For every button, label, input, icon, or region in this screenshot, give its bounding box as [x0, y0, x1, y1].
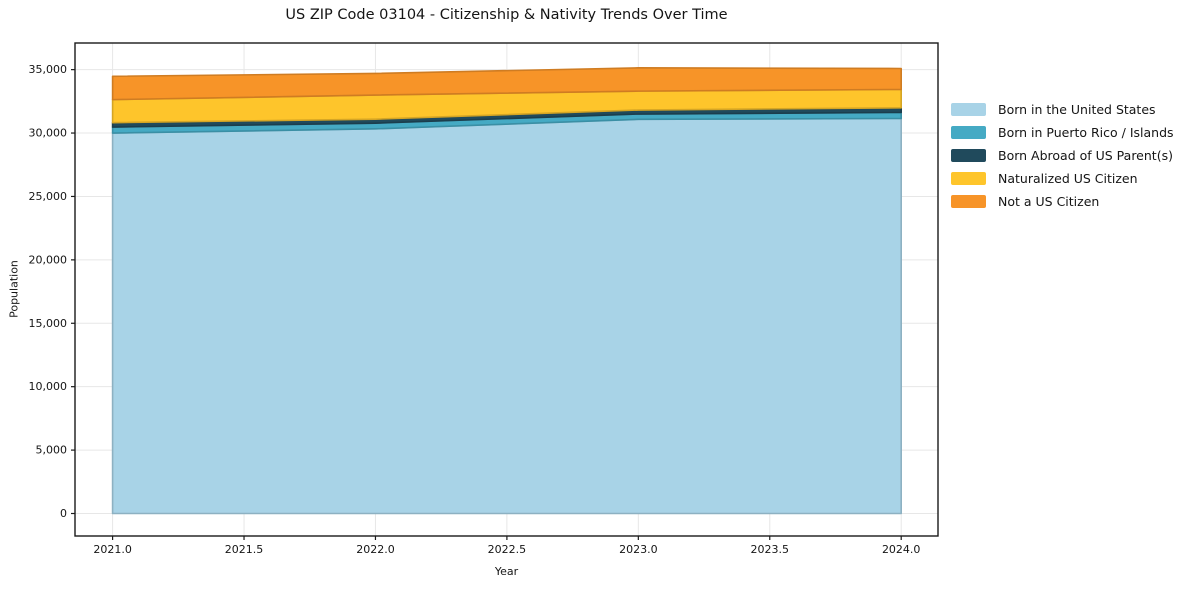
legend-label: Naturalized US Citizen: [998, 171, 1138, 186]
y-tick-label: 25,000: [29, 190, 68, 203]
y-axis-label: Population: [7, 260, 21, 318]
y-tick-label: 20,000: [29, 253, 68, 266]
legend-swatch: [951, 172, 986, 185]
x-tick-label: 2022.0: [356, 543, 395, 556]
legend-swatch: [951, 195, 986, 208]
area-band-4: [111, 67, 902, 101]
chart-title: US ZIP Code 03104 - Citizenship & Nativi…: [285, 7, 728, 23]
legend-swatch: [951, 103, 986, 116]
legend-label: Born in the United States: [998, 102, 1156, 117]
legend-item: Naturalized US Citizen: [951, 172, 1174, 185]
legend-label: Not a US Citizen: [998, 194, 1100, 209]
y-tick-label: 15,000: [29, 317, 68, 330]
area-band-0: [111, 117, 902, 515]
x-tick-label: 2024.0: [882, 543, 921, 556]
x-tick-label: 2023.5: [751, 543, 790, 556]
legend-swatch: [951, 149, 986, 162]
x-tick-label: 2021.5: [225, 543, 264, 556]
legend-label: Born Abroad of US Parent(s): [998, 148, 1173, 163]
y-tick-label: 0: [60, 507, 67, 520]
y-tick-label: 30,000: [29, 127, 68, 140]
x-tick-label: 2023.0: [619, 543, 658, 556]
legend-item: Not a US Citizen: [951, 195, 1174, 208]
legend-label: Born in Puerto Rico / Islands: [998, 125, 1174, 140]
y-tick-label: 5,000: [36, 444, 68, 457]
legend-swatch: [951, 126, 986, 139]
x-tick-label: 2021.0: [93, 543, 132, 556]
legend-item: Born Abroad of US Parent(s): [951, 149, 1174, 162]
y-tick-label: 35,000: [29, 63, 68, 76]
legend: Born in the United States Born in Puerto …: [951, 103, 1174, 208]
y-tick-label: 10,000: [29, 380, 68, 393]
x-tick-label: 2022.5: [488, 543, 527, 556]
x-axis-label: Year: [494, 565, 519, 578]
legend-item: Born in the United States: [951, 103, 1174, 116]
legend-item: Born in Puerto Rico / Islands: [951, 126, 1174, 139]
